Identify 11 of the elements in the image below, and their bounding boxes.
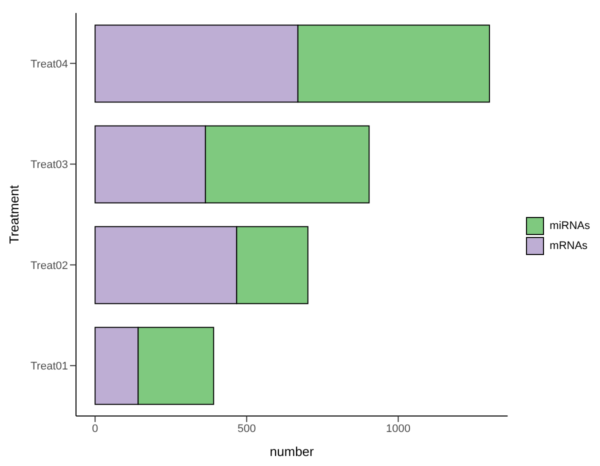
x-tick-label: 500 bbox=[237, 422, 256, 435]
y-tick-label: Treat01 bbox=[30, 360, 68, 373]
x-tick-label: 1000 bbox=[386, 422, 410, 435]
y-axis-title: Treatment bbox=[6, 184, 22, 244]
y-tick-label: Treat04 bbox=[30, 58, 68, 70]
x-axis-title: number bbox=[270, 444, 315, 459]
y-tick-label: Treat03 bbox=[30, 159, 68, 172]
legend-label: miRNAs bbox=[550, 220, 590, 232]
y-tick-label: Treat02 bbox=[30, 260, 68, 272]
x-tick-label: 0 bbox=[92, 422, 98, 435]
legend-label: mRNAs bbox=[550, 240, 588, 252]
